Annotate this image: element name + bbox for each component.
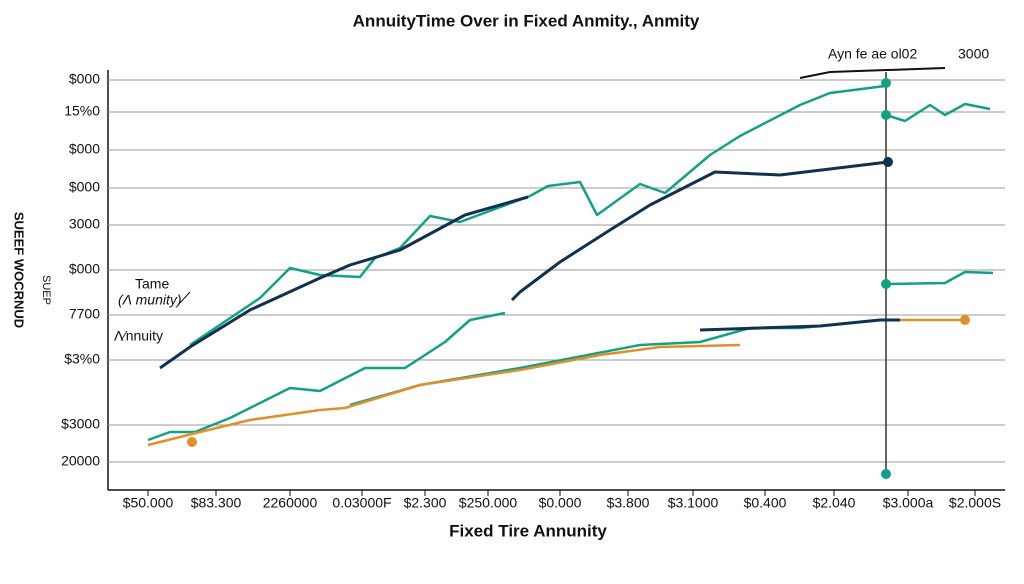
x-tick-label: $0.000: [539, 495, 582, 511]
data-marker: [187, 437, 197, 447]
annotation: Λ∕nnuity: [114, 328, 163, 344]
x-tick-label: 2260000: [263, 495, 318, 511]
x-tick-label: $2.000S: [949, 495, 1001, 511]
data-marker: [881, 469, 891, 479]
y-tick-label: $3%0: [64, 351, 100, 367]
x-tick-label: $50.000: [123, 495, 174, 511]
data-marker: [960, 315, 970, 325]
y-tick-label: 15%0: [64, 103, 100, 119]
x-tick-label: $250.000: [459, 495, 518, 511]
data-line: [147, 343, 741, 447]
data-marker: [883, 157, 893, 167]
x-tick-label: $3.1000: [668, 495, 719, 511]
data-line: [885, 102, 991, 123]
x-tick-label: $2.300: [404, 495, 447, 511]
data-line: [510, 160, 889, 302]
annotation-pointer: [177, 291, 191, 306]
data-line: [147, 311, 506, 442]
x-axis-title: Fixed Tire Annunity: [449, 521, 607, 540]
data-line: [699, 318, 900, 332]
x-tick-label: 0.03000F: [332, 495, 391, 511]
annotation: 3000: [958, 46, 989, 62]
data-line: [159, 195, 529, 370]
annotation-pointer: [799, 67, 946, 79]
data-line: [349, 318, 881, 407]
chart-title: AnnuityTime Over in Fixed Anmity., Anmit…: [353, 11, 700, 30]
y-tick-label: $3000: [61, 416, 100, 432]
data-line: [887, 270, 994, 286]
x-tick-label: $0.400: [744, 495, 787, 511]
x-tick-label: $3.800: [607, 495, 650, 511]
y-tick-label: 3000: [69, 216, 100, 232]
y-tick-label: 7700: [69, 306, 100, 322]
y-axis-subtitle: SUEP: [40, 275, 52, 305]
y-tick-label: $000: [69, 261, 100, 277]
x-tick-label: $3.000a: [883, 495, 934, 511]
y-tick-label: $000: [69, 141, 100, 157]
x-tick-label: $2.040: [813, 495, 856, 511]
y-tick-label: $000: [69, 179, 100, 195]
data-marker: [881, 78, 891, 88]
x-tick-label: $83.300: [191, 495, 242, 511]
y-tick-label: $000: [69, 71, 100, 87]
data-marker: [881, 279, 891, 289]
data-line: [189, 84, 886, 347]
y-tick-label: 20000: [61, 453, 100, 469]
annotation: Tame: [135, 276, 169, 292]
data-marker: [881, 110, 891, 120]
annotation: Ayn fe ae ol02: [828, 46, 917, 62]
y-axis-title: SUEEF WOCRNUD: [12, 212, 27, 328]
annotation: (Λ munity): [118, 292, 182, 308]
